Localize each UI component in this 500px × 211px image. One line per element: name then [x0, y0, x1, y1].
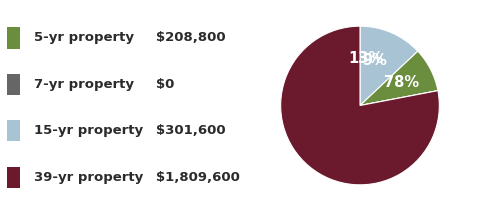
Text: $1,809,600: $1,809,600 [156, 171, 240, 184]
Text: $301,600: $301,600 [156, 124, 226, 137]
Text: 7-yr property: 7-yr property [34, 78, 134, 91]
Text: 15-yr property: 15-yr property [34, 124, 142, 137]
Wedge shape [360, 26, 418, 106]
Bar [7, 74, 20, 95]
Text: $0: $0 [156, 78, 174, 91]
Text: 5-yr property: 5-yr property [34, 31, 134, 45]
Bar [7, 27, 20, 49]
Text: 13%: 13% [348, 51, 383, 66]
Text: 39-yr property: 39-yr property [34, 171, 143, 184]
Text: $208,800: $208,800 [156, 31, 226, 45]
Text: 9%: 9% [362, 53, 387, 68]
Wedge shape [360, 51, 438, 106]
Bar [7, 120, 20, 141]
Bar [7, 167, 20, 188]
Wedge shape [360, 91, 438, 106]
Text: 78%: 78% [384, 75, 419, 90]
Wedge shape [280, 26, 440, 185]
